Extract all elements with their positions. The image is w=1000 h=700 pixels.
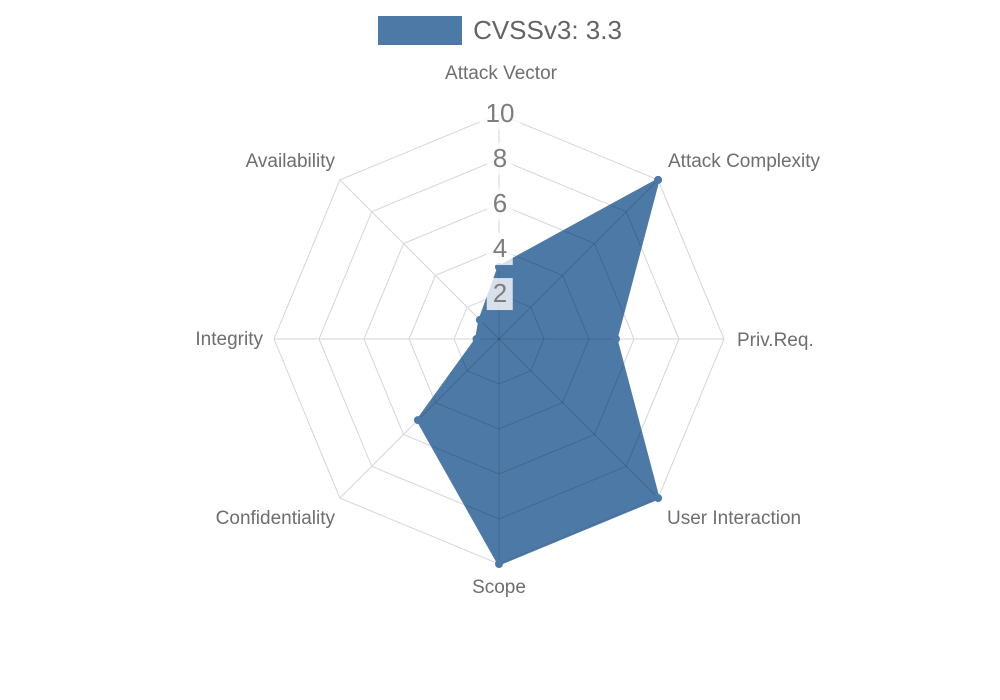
tick-label-6: 6 [486, 188, 514, 220]
data-polygon [416, 178, 660, 566]
axis-label-integrity: Integrity [195, 329, 263, 350]
data-point [495, 263, 503, 271]
data-point [495, 560, 503, 568]
data-point [654, 494, 663, 503]
axis-label-attack-complexity: Attack Complexity [668, 151, 821, 172]
axis-label-attack-vector: Attack Vector [445, 63, 557, 84]
data-point [612, 335, 620, 343]
grid-spoke [498, 338, 659, 499]
grid-spoke [498, 179, 659, 340]
axis-label-availability: Availability [245, 151, 335, 172]
grid-ring [417, 203, 635, 475]
legend-swatch [378, 16, 463, 45]
data-point [413, 416, 422, 425]
tick-label-2: 2 [486, 278, 514, 310]
axis-label-confidentiality: Confidentiality [215, 508, 335, 529]
grid-spoke [339, 179, 500, 340]
axis-label-user-interaction: User Interaction [667, 508, 802, 529]
axis-label-priv-req: Priv.Req. [737, 330, 814, 351]
data-point [472, 335, 481, 343]
axis-label-scope: Scope [472, 577, 526, 598]
data-point [654, 175, 663, 184]
legend-label: CVSSv3: 3.3 [473, 15, 622, 45]
tick-label-10: 10 [479, 98, 521, 130]
tick-label-8: 8 [486, 143, 514, 175]
tick-label-4: 4 [486, 233, 514, 265]
data-point [475, 315, 484, 324]
chart-legend: CVSSv3: 3.3 [0, 16, 1000, 45]
